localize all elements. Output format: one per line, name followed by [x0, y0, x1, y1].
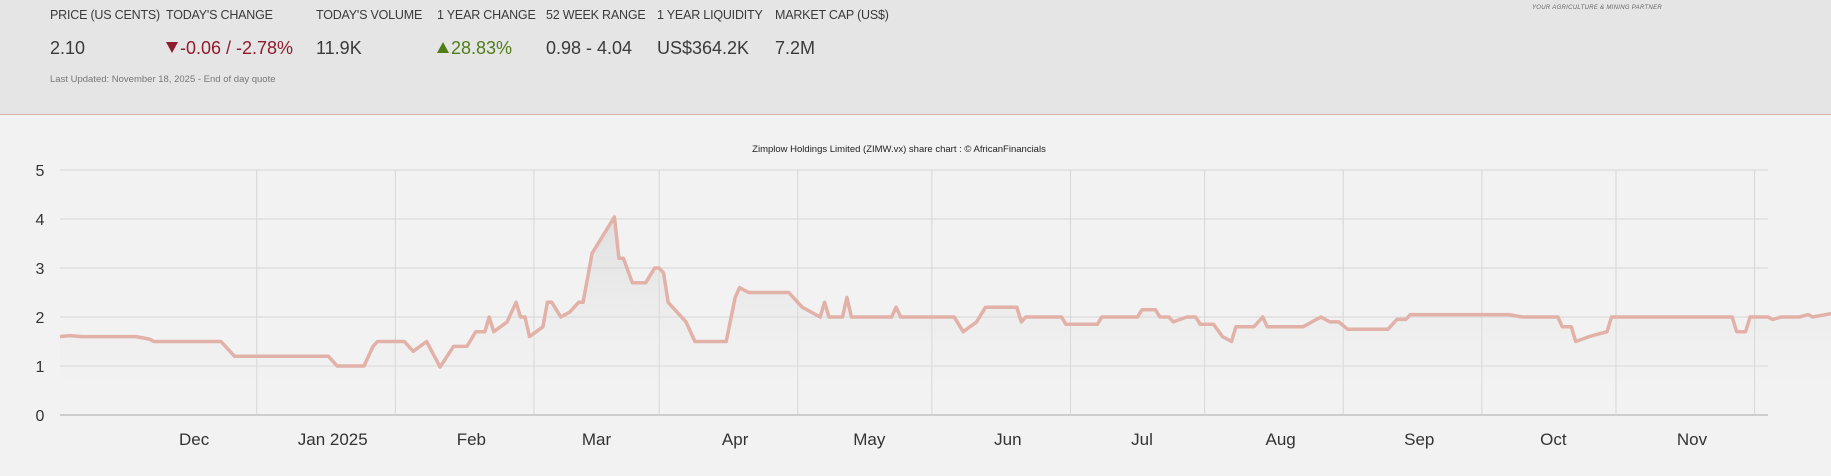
y-tick-label: 0 — [36, 408, 45, 425]
price-area — [60, 217, 1831, 415]
stat-price: PRICE (US CENTS) 2.10 — [50, 8, 161, 58]
x-tick-label: Jun — [994, 430, 1021, 449]
y-tick-label: 2 — [36, 310, 45, 327]
company-tagline: YOUR AGRICULTURE & MINING PARTNER — [1532, 5, 1663, 11]
arrow-down-icon — [166, 42, 178, 53]
stat-value: -0.06 / -2.78% — [166, 38, 293, 59]
x-tick-label: Jan 2025 — [298, 430, 368, 449]
x-axis-ticks: Dec Jan 2025 Feb Mar Apr May Jun Jul Aug Sep Oct No… — [179, 430, 1708, 449]
stat-value: US$364.2K — [657, 38, 750, 58]
stat-52-week-range: 52 WEEK RANGE 0.98 - 4.04 — [546, 8, 646, 58]
x-tick-label: May — [853, 430, 886, 449]
share-chart: 0 1 2 3 4 5 Dec Jan 2025 Feb Mar Apr May Jun Jul Aug S… — [0, 115, 1831, 471]
y-axis-ticks: 0 1 2 3 4 5 — [36, 163, 45, 425]
stat-1-year-change: 1 YEAR CHANGE 28.83% — [437, 8, 536, 58]
stat-label: MARKET CAP (US$) — [775, 8, 889, 22]
stat-todays-change: TODAY'S CHANGE -0.06 / -2.78% — [166, 8, 293, 58]
stat-value: 2.10 — [50, 38, 86, 58]
x-tick-label: Dec — [179, 430, 210, 449]
arrow-up-icon — [437, 42, 449, 53]
price-line — [59, 215, 1831, 369]
quote-header: PRICE (US CENTS) 2.10 TODAY'S CHANGE -0.… — [0, 0, 1831, 115]
stat-label: 1 YEAR LIQUIDITY — [657, 8, 763, 22]
stat-value-text: -0.06 / -2.78% — [180, 38, 294, 58]
x-tick-label: Mar — [582, 430, 612, 449]
x-tick-label: Jul — [1131, 430, 1153, 449]
stat-label: 52 WEEK RANGE — [546, 8, 646, 22]
share-chart-svg: 0 1 2 3 4 5 Dec Jan 2025 Feb Mar Apr May Jun Jul Aug S… — [36, 144, 1831, 449]
stat-label: TODAY'S CHANGE — [166, 8, 273, 22]
x-tick-label: Aug — [1266, 430, 1296, 449]
x-tick-label: Feb — [457, 430, 486, 449]
chart-title: Zimplow Holdings Limited (ZIMW.vx) share… — [752, 144, 1046, 155]
stat-value: 0.98 - 4.04 — [546, 38, 633, 58]
y-tick-label: 4 — [36, 212, 45, 229]
x-tick-label: Oct — [1540, 430, 1567, 449]
y-tick-label: 5 — [36, 163, 45, 180]
stat-label: TODAY'S VOLUME — [316, 8, 423, 22]
x-tick-label: Sep — [1404, 430, 1434, 449]
stat-value: 28.83% — [437, 38, 512, 59]
stat-1-year-liquidity: 1 YEAR LIQUIDITY US$364.2K — [657, 8, 763, 58]
stat-value: 11.9K — [316, 38, 362, 58]
stat-label: 1 YEAR CHANGE — [437, 8, 536, 22]
stat-todays-volume: TODAY'S VOLUME 11.9K — [316, 8, 423, 58]
stat-market-cap: MARKET CAP (US$) 7.2M — [775, 8, 889, 58]
stat-label: PRICE (US CENTS) — [50, 8, 161, 22]
stat-value-text: 28.83% — [451, 38, 513, 58]
y-tick-label: 3 — [36, 261, 45, 278]
x-tick-label: Nov — [1677, 430, 1708, 449]
x-tick-label: Apr — [722, 430, 749, 449]
y-tick-label: 1 — [36, 359, 45, 376]
stat-value: 7.2M — [775, 38, 816, 58]
last-updated-text: Last Updated: November 18, 2025 - End of… — [50, 74, 276, 85]
